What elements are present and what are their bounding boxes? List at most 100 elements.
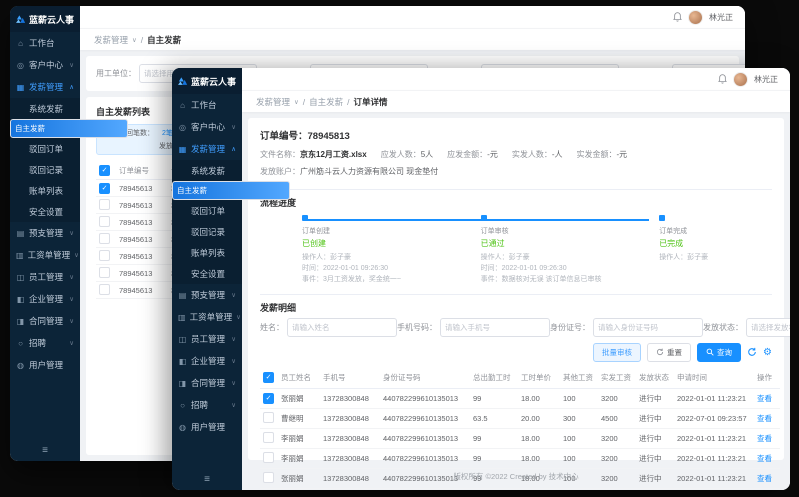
sidebar-subitem-reject-records[interactable]: 驳回记录 bbox=[191, 226, 226, 237]
chevron-down-icon: ∨ bbox=[231, 124, 236, 131]
sidebar-item-payroll-mgmt[interactable]: ▦ 发薪管理 ∧ bbox=[178, 144, 236, 154]
col-order-no: 订单编号 bbox=[116, 161, 168, 180]
gear-icon[interactable]: ⚙ bbox=[763, 346, 772, 358]
sidebar-item-user-mgmt[interactable]: ◍ 用户管理 bbox=[179, 422, 226, 432]
table-row: 李丽娟 13728300848 440782299610135013 99 18.00 1… bbox=[260, 448, 780, 469]
row-checkbox[interactable] bbox=[99, 232, 110, 244]
avatar[interactable] bbox=[733, 71, 748, 87]
recruit-icon: ○ bbox=[18, 338, 23, 348]
field-paid-count: 实发人数：-人 bbox=[511, 150, 563, 159]
logo-icon bbox=[15, 14, 26, 23]
sidebar-subitem-rejected-orders[interactable]: 驳回订单 bbox=[191, 205, 226, 216]
sidebar-item-customer-center[interactable]: ◎ 客户中心 ∨ bbox=[179, 122, 236, 132]
batch-review-button[interactable]: 批量审核 bbox=[593, 342, 642, 362]
sidebar-item-employee-mgmt[interactable]: ◫ 员工管理 ∨ bbox=[178, 334, 236, 344]
row-checkbox[interactable] bbox=[263, 471, 274, 483]
view-link[interactable]: 查看 bbox=[757, 393, 772, 403]
sidebar-item-workbench[interactable]: ⌂ 工作台 bbox=[172, 94, 242, 116]
row-checkbox[interactable] bbox=[263, 451, 274, 463]
sidebar-item-advance-mgmt[interactable]: ▤ 预支管理 ∨ bbox=[16, 228, 74, 238]
sidebar-item-contract-mgmt[interactable]: ◨ 合同管理 ∨ bbox=[16, 316, 74, 326]
search-button[interactable]: 查询 bbox=[697, 342, 742, 362]
chevron-down-icon: ∨ bbox=[69, 230, 74, 237]
pay-status-select[interactable]: 请选择发放状态∨ bbox=[746, 317, 790, 337]
order-fields: 文件名称：京东12月工资.xlsx 应发人数：5人 应发金额：-元 实发人数：-… bbox=[260, 149, 772, 160]
reset-button[interactable]: 重置 bbox=[647, 342, 692, 362]
filter-id-no: 身份证号： bbox=[550, 317, 703, 337]
sidebar-nav: ⌂ 工作台 ◎ 客户中心 ∨ ▦ 发薪管理 ∧ 系统发薪 自主发薪 驳回订单 驳回记录 账… bbox=[10, 32, 128, 376]
breadcrumb-parent[interactable]: 自主发薪 bbox=[309, 96, 344, 107]
sidebar-item-employee-mgmt[interactable]: ◫ 员工管理 ∨ bbox=[16, 272, 74, 282]
sidebar-subitem-self-pay[interactable]: 自主发薪 bbox=[10, 119, 128, 138]
table-row: 李丽娟 13728300848 440782299610135013 99 18.00 1… bbox=[260, 428, 780, 449]
process-stepper: 订单创建 已创建 操作人：彭子豪 时间：2022-01-01 09:26:30 … bbox=[260, 209, 772, 288]
row-checkbox[interactable] bbox=[99, 215, 110, 227]
sidebar-item-contract-mgmt[interactable]: ◨ 合同管理 ∨ bbox=[178, 378, 236, 388]
sidebar-item-payroll-mgmt[interactable]: ▦ 发薪管理 ∧ bbox=[16, 82, 74, 92]
row-checkbox[interactable] bbox=[263, 431, 274, 443]
sidebar-subitem-system-pay[interactable]: 系统发薪 bbox=[191, 165, 226, 176]
front-content: 订单编号：78945813 文件名称：京东12月工资.xlsx 应发人数：5人 … bbox=[242, 112, 790, 490]
sidebar-item-workbench[interactable]: ⌂ 工作台 bbox=[10, 32, 80, 54]
bell-icon[interactable] bbox=[718, 74, 727, 84]
app-logo-text: 蓝薪云人事 bbox=[190, 76, 236, 87]
breadcrumb-root[interactable]: 发薪管理 bbox=[256, 96, 291, 107]
view-link[interactable]: 查看 bbox=[757, 473, 772, 483]
sidebar-subitem-bill-list[interactable]: 账单列表 bbox=[191, 247, 226, 258]
list-title: 自主发薪列表 bbox=[96, 107, 151, 117]
filter-name: 姓名： bbox=[260, 317, 397, 337]
enterprise-icon: ◧ bbox=[16, 294, 25, 304]
name-input[interactable] bbox=[287, 317, 397, 337]
sidebar-subitem-rejected-orders[interactable]: 驳回订单 bbox=[29, 143, 64, 154]
sidebar-item-advance-mgmt[interactable]: ▤ 预支管理 ∨ bbox=[178, 290, 236, 300]
sidebar-subitem-self-pay[interactable]: 自主发薪 bbox=[172, 181, 290, 200]
bell-icon[interactable] bbox=[673, 12, 682, 22]
workbench-icon: ⌂ bbox=[180, 100, 185, 110]
view-link[interactable]: 查看 bbox=[757, 453, 772, 463]
row-checkbox[interactable]: ✓ bbox=[99, 182, 110, 194]
advance-icon: ▤ bbox=[178, 290, 187, 300]
row-checkbox[interactable] bbox=[99, 198, 110, 210]
sidebar-item-payslip-mgmt[interactable]: ▥ 工资单管理 ∨ bbox=[178, 312, 241, 322]
username[interactable]: 林光正 bbox=[754, 74, 778, 84]
sidebar-item-customer-center[interactable]: ◎ 客户中心 ∨ bbox=[17, 60, 74, 70]
sidebar-subitem-system-pay[interactable]: 系统发薪 bbox=[29, 103, 64, 114]
phone-input[interactable] bbox=[440, 317, 550, 337]
sidebar-subitem-reject-records[interactable]: 驳回记录 bbox=[29, 164, 64, 175]
chevron-down-icon: ∨ bbox=[231, 358, 236, 365]
select-all-checkbox[interactable]: ✓ bbox=[263, 372, 274, 384]
sidebar-subitem-security-settings[interactable]: 安全设置 bbox=[191, 268, 226, 279]
view-link[interactable]: 查看 bbox=[757, 413, 772, 423]
sidebar-collapse-icon[interactable]: ≡ bbox=[204, 474, 210, 485]
sidebar-item-user-mgmt[interactable]: ◍ 用户管理 bbox=[17, 360, 64, 370]
payroll-detail-table: ✓ 员工姓名 手机号 身份证号码 总出勤工时 工时单价 其他工资 实发工资 发放状态 申… bbox=[260, 367, 780, 490]
sidebar-item-recruit[interactable]: ○ 招聘 ∨ bbox=[172, 394, 242, 416]
id-no-input[interactable] bbox=[593, 317, 703, 337]
contract-icon: ◨ bbox=[16, 316, 25, 326]
refresh-icon[interactable] bbox=[747, 347, 757, 357]
step-dot-icon bbox=[302, 215, 308, 221]
select-all-checkbox[interactable]: ✓ bbox=[99, 164, 110, 176]
sidebar-item-enterprise-mgmt[interactable]: ◧ 企业管理 ∨ bbox=[178, 356, 236, 366]
sidebar-collapse-icon[interactable]: ≡ bbox=[42, 445, 48, 456]
breadcrumb-root[interactable]: 发薪管理 bbox=[94, 34, 129, 45]
row-checkbox[interactable] bbox=[263, 411, 274, 423]
username[interactable]: 林光正 bbox=[709, 12, 733, 22]
avatar[interactable] bbox=[688, 9, 703, 25]
row-checkbox[interactable] bbox=[99, 283, 110, 295]
status-badge: 已创建 bbox=[302, 239, 326, 248]
filter-phone: 手机号码： bbox=[397, 317, 550, 337]
divider bbox=[260, 189, 772, 190]
stepper-line bbox=[304, 219, 650, 221]
sidebar-subitem-bill-list[interactable]: 账单列表 bbox=[29, 185, 64, 196]
row-checkbox[interactable] bbox=[99, 266, 110, 278]
front-window: 蓝薪云人事 ⌂ 工作台 ◎ 客户中心 ∨ ▦ 发薪管理 ∧ 系统发薪 自主发薪 驳回订单 … bbox=[172, 68, 790, 490]
sidebar-subitem-security-settings[interactable]: 安全设置 bbox=[29, 206, 64, 217]
row-checkbox[interactable] bbox=[99, 249, 110, 261]
sidebar-item-recruit[interactable]: ○ 招聘 ∨ bbox=[10, 332, 80, 354]
view-link[interactable]: 查看 bbox=[757, 433, 772, 443]
sidebar-item-enterprise-mgmt[interactable]: ◧ 企业管理 ∨ bbox=[16, 294, 74, 304]
row-checkbox[interactable]: ✓ bbox=[263, 392, 274, 404]
sidebar-item-payslip-mgmt[interactable]: ▥ 工资单管理 ∨ bbox=[16, 250, 79, 260]
